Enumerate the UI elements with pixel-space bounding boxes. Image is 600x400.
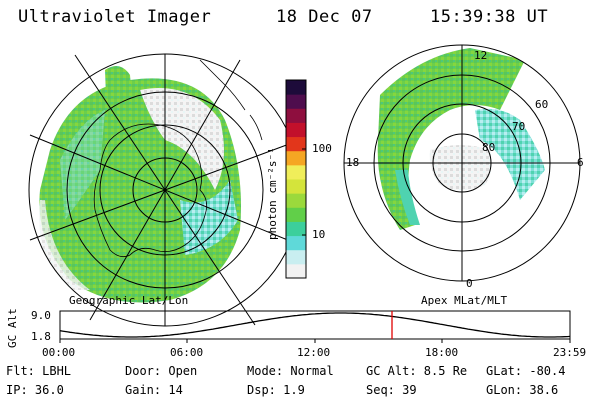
colorbar-segment xyxy=(286,94,306,109)
colorbar-segment xyxy=(286,193,306,208)
info-gc-alt: GC Alt: 8.5 Re xyxy=(366,364,468,378)
colorbar-segment xyxy=(286,249,306,265)
colorbar-segment xyxy=(286,136,306,152)
lat-label-60: 60 xyxy=(535,98,549,111)
altitude-ytick-high: 9.0 xyxy=(31,309,51,322)
colorbar-segment xyxy=(286,122,306,138)
colorbar-tick-100: 100 xyxy=(312,142,332,155)
lat-label-70: 70 xyxy=(512,120,526,133)
info-glat: GLat: -80.4 xyxy=(486,364,566,378)
coastlines xyxy=(93,59,263,258)
apex-aurora-image xyxy=(377,48,545,230)
altitude-ylabel: GC Alt xyxy=(6,308,19,348)
colorbar xyxy=(285,79,307,279)
mlt-label-left: 18 xyxy=(346,156,360,169)
info-dsp: Dsp: 1.9 xyxy=(247,383,305,397)
mlt-label-bottom: 0 xyxy=(466,277,473,290)
mlt-label-right: 6 xyxy=(577,156,584,169)
info-ip: IP: 36.0 xyxy=(6,383,64,397)
apex-map xyxy=(343,44,581,282)
time-tick-0: 00:00 xyxy=(42,346,76,359)
geo-aurora-image xyxy=(39,66,241,303)
colorbar-segment xyxy=(286,150,306,166)
colorbar-segment xyxy=(286,207,306,222)
colorbar-tick-10: 10 xyxy=(312,228,326,241)
colorbar-unit-label: photon cm⁻²s⁻¹ xyxy=(266,147,279,240)
colorbar-segment xyxy=(286,80,306,95)
info-mode: Mode: Normal xyxy=(247,364,334,378)
info-seq: Seq: 39 xyxy=(366,383,417,397)
colorbar-segment xyxy=(286,179,306,194)
time-label: 15:39:38 UT xyxy=(430,7,549,27)
colorbar-segment xyxy=(286,164,306,180)
colorbar-segment xyxy=(286,263,306,279)
info-glon: GLon: 38.6 xyxy=(486,383,559,397)
altitude-ytick-low: 1.8 xyxy=(31,330,51,343)
apex-map-caption: Apex MLat/MLT xyxy=(421,294,508,307)
colorbar-segment xyxy=(286,108,306,123)
altitude-plot xyxy=(59,310,571,343)
time-tick-2: 12:00 xyxy=(297,346,331,359)
time-tick-3: 18:00 xyxy=(425,346,459,359)
time-tick-1: 06:00 xyxy=(170,346,204,359)
mlt-label-top: 12 xyxy=(474,49,488,62)
info-gain: Gain: 14 xyxy=(125,383,183,397)
colorbar-segment xyxy=(286,235,306,251)
date-label: 18 Dec 07 xyxy=(276,7,373,27)
lat-label-80: 80 xyxy=(482,141,496,154)
geo-map xyxy=(28,53,302,327)
geo-map-caption: Geographic Lat/Lon xyxy=(69,294,189,307)
time-tick-4: 23:59 xyxy=(553,346,587,359)
info-door: Door: Open xyxy=(125,364,198,378)
app-title: Ultraviolet Imager xyxy=(18,7,212,27)
info-flt: Flt: LBHL xyxy=(6,364,72,378)
colorbar-segment xyxy=(286,221,306,237)
